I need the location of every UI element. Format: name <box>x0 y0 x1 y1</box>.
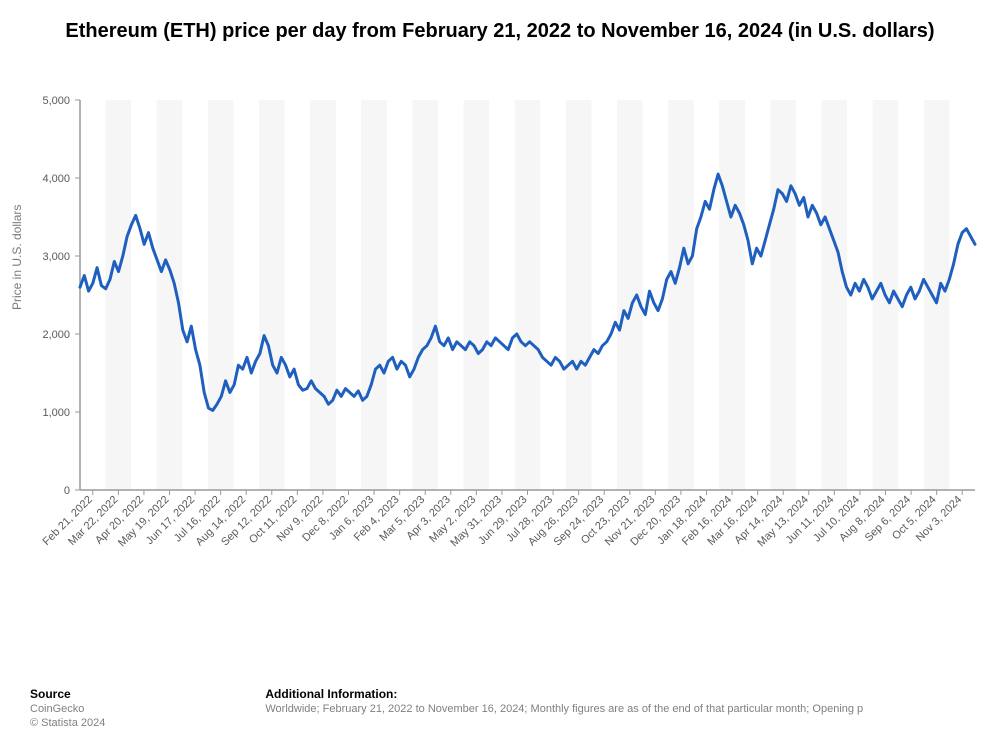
footer-source-col: Source CoinGecko © Statista 2024 <box>30 687 105 729</box>
y-axis-label: Price in U.S. dollars <box>10 205 24 310</box>
info-text: Worldwide; February 21, 2022 to November… <box>265 703 863 715</box>
chart-container: Price in U.S. dollars 01,0002,0003,0004,… <box>0 80 1000 640</box>
copyright: © Statista 2024 <box>30 717 105 729</box>
footer-info-col: Additional Information: Worldwide; Febru… <box>265 687 863 729</box>
source-heading: Source <box>30 687 105 701</box>
chart-title: Ethereum (ETH) price per day from Februa… <box>0 0 1000 45</box>
source-name: CoinGecko <box>30 703 105 715</box>
info-heading: Additional Information: <box>265 687 863 701</box>
svg-text:2,000: 2,000 <box>42 329 70 341</box>
svg-text:0: 0 <box>64 485 70 497</box>
svg-text:3,000: 3,000 <box>42 251 70 263</box>
svg-text:5,000: 5,000 <box>42 95 70 107</box>
line-chart: 01,0002,0003,0004,0005,000Feb 21, 2022Ma… <box>0 80 1000 640</box>
svg-text:1,000: 1,000 <box>42 407 70 419</box>
svg-text:4,000: 4,000 <box>42 173 70 185</box>
chart-footer: Source CoinGecko © Statista 2024 Additio… <box>30 687 1000 729</box>
